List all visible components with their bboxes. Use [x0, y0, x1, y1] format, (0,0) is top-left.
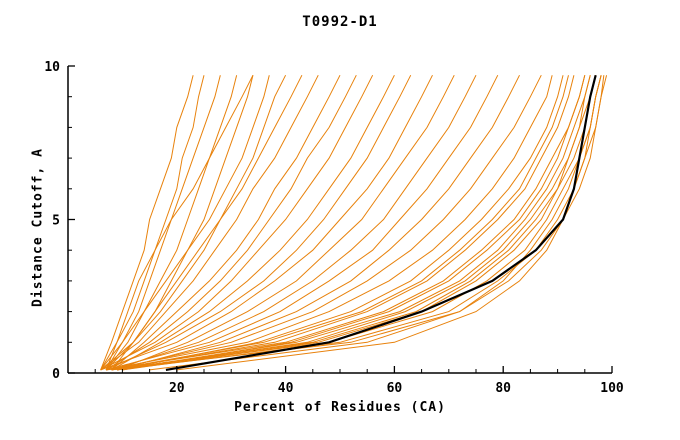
- model-curve-14: [111, 74, 395, 371]
- model-curve-15: [105, 74, 412, 371]
- model-curve-34: [122, 75, 586, 371]
- model-curve-21: [111, 74, 542, 371]
- y-tick-label: 10: [44, 60, 60, 75]
- model-curve-10: [100, 74, 319, 371]
- y-tick-label: 0: [52, 367, 60, 382]
- model-curve-32: [116, 75, 591, 371]
- model-curve-16: [100, 74, 433, 371]
- model-curve-4: [105, 75, 238, 371]
- x-tick-label: 100: [600, 381, 624, 396]
- model-curve-2: [105, 75, 205, 371]
- model-curve-5: [100, 74, 254, 371]
- reference-curve: [165, 74, 597, 372]
- model-curve-11: [111, 74, 341, 371]
- x-tick-label: 20: [169, 381, 185, 396]
- model-curve-24: [111, 75, 575, 371]
- x-tick-label: 80: [495, 381, 511, 396]
- model-curve-23: [116, 75, 564, 371]
- model-curve-6: [111, 75, 254, 371]
- model-curve-36: [149, 75, 602, 371]
- model-curve-8: [100, 74, 287, 371]
- model-curve-19: [105, 74, 499, 371]
- model-curve-1: [100, 75, 194, 371]
- chart-title: T0992-D1: [302, 14, 378, 30]
- model-curve-33: [111, 75, 569, 371]
- y-axis-label: Distance Cutoff, A: [30, 148, 46, 307]
- model-curve-35: [176, 75, 602, 371]
- x-tick-label: 40: [278, 381, 294, 396]
- x-tick-label: 60: [387, 381, 403, 396]
- y-tick-label: 5: [52, 214, 60, 229]
- model-curve-27: [111, 75, 597, 371]
- model-curve-9: [105, 74, 303, 371]
- model-curve-20: [116, 74, 520, 371]
- model-curve-12: [105, 74, 357, 371]
- model-curve-13: [100, 74, 374, 371]
- model-curve-18: [111, 74, 477, 371]
- model-curve-17: [116, 74, 455, 371]
- model-curve-22: [105, 75, 553, 371]
- model-curve-7: [105, 75, 270, 371]
- model-curve-26: [116, 75, 591, 371]
- x-axis-label: Percent of Residues (CA): [234, 400, 446, 415]
